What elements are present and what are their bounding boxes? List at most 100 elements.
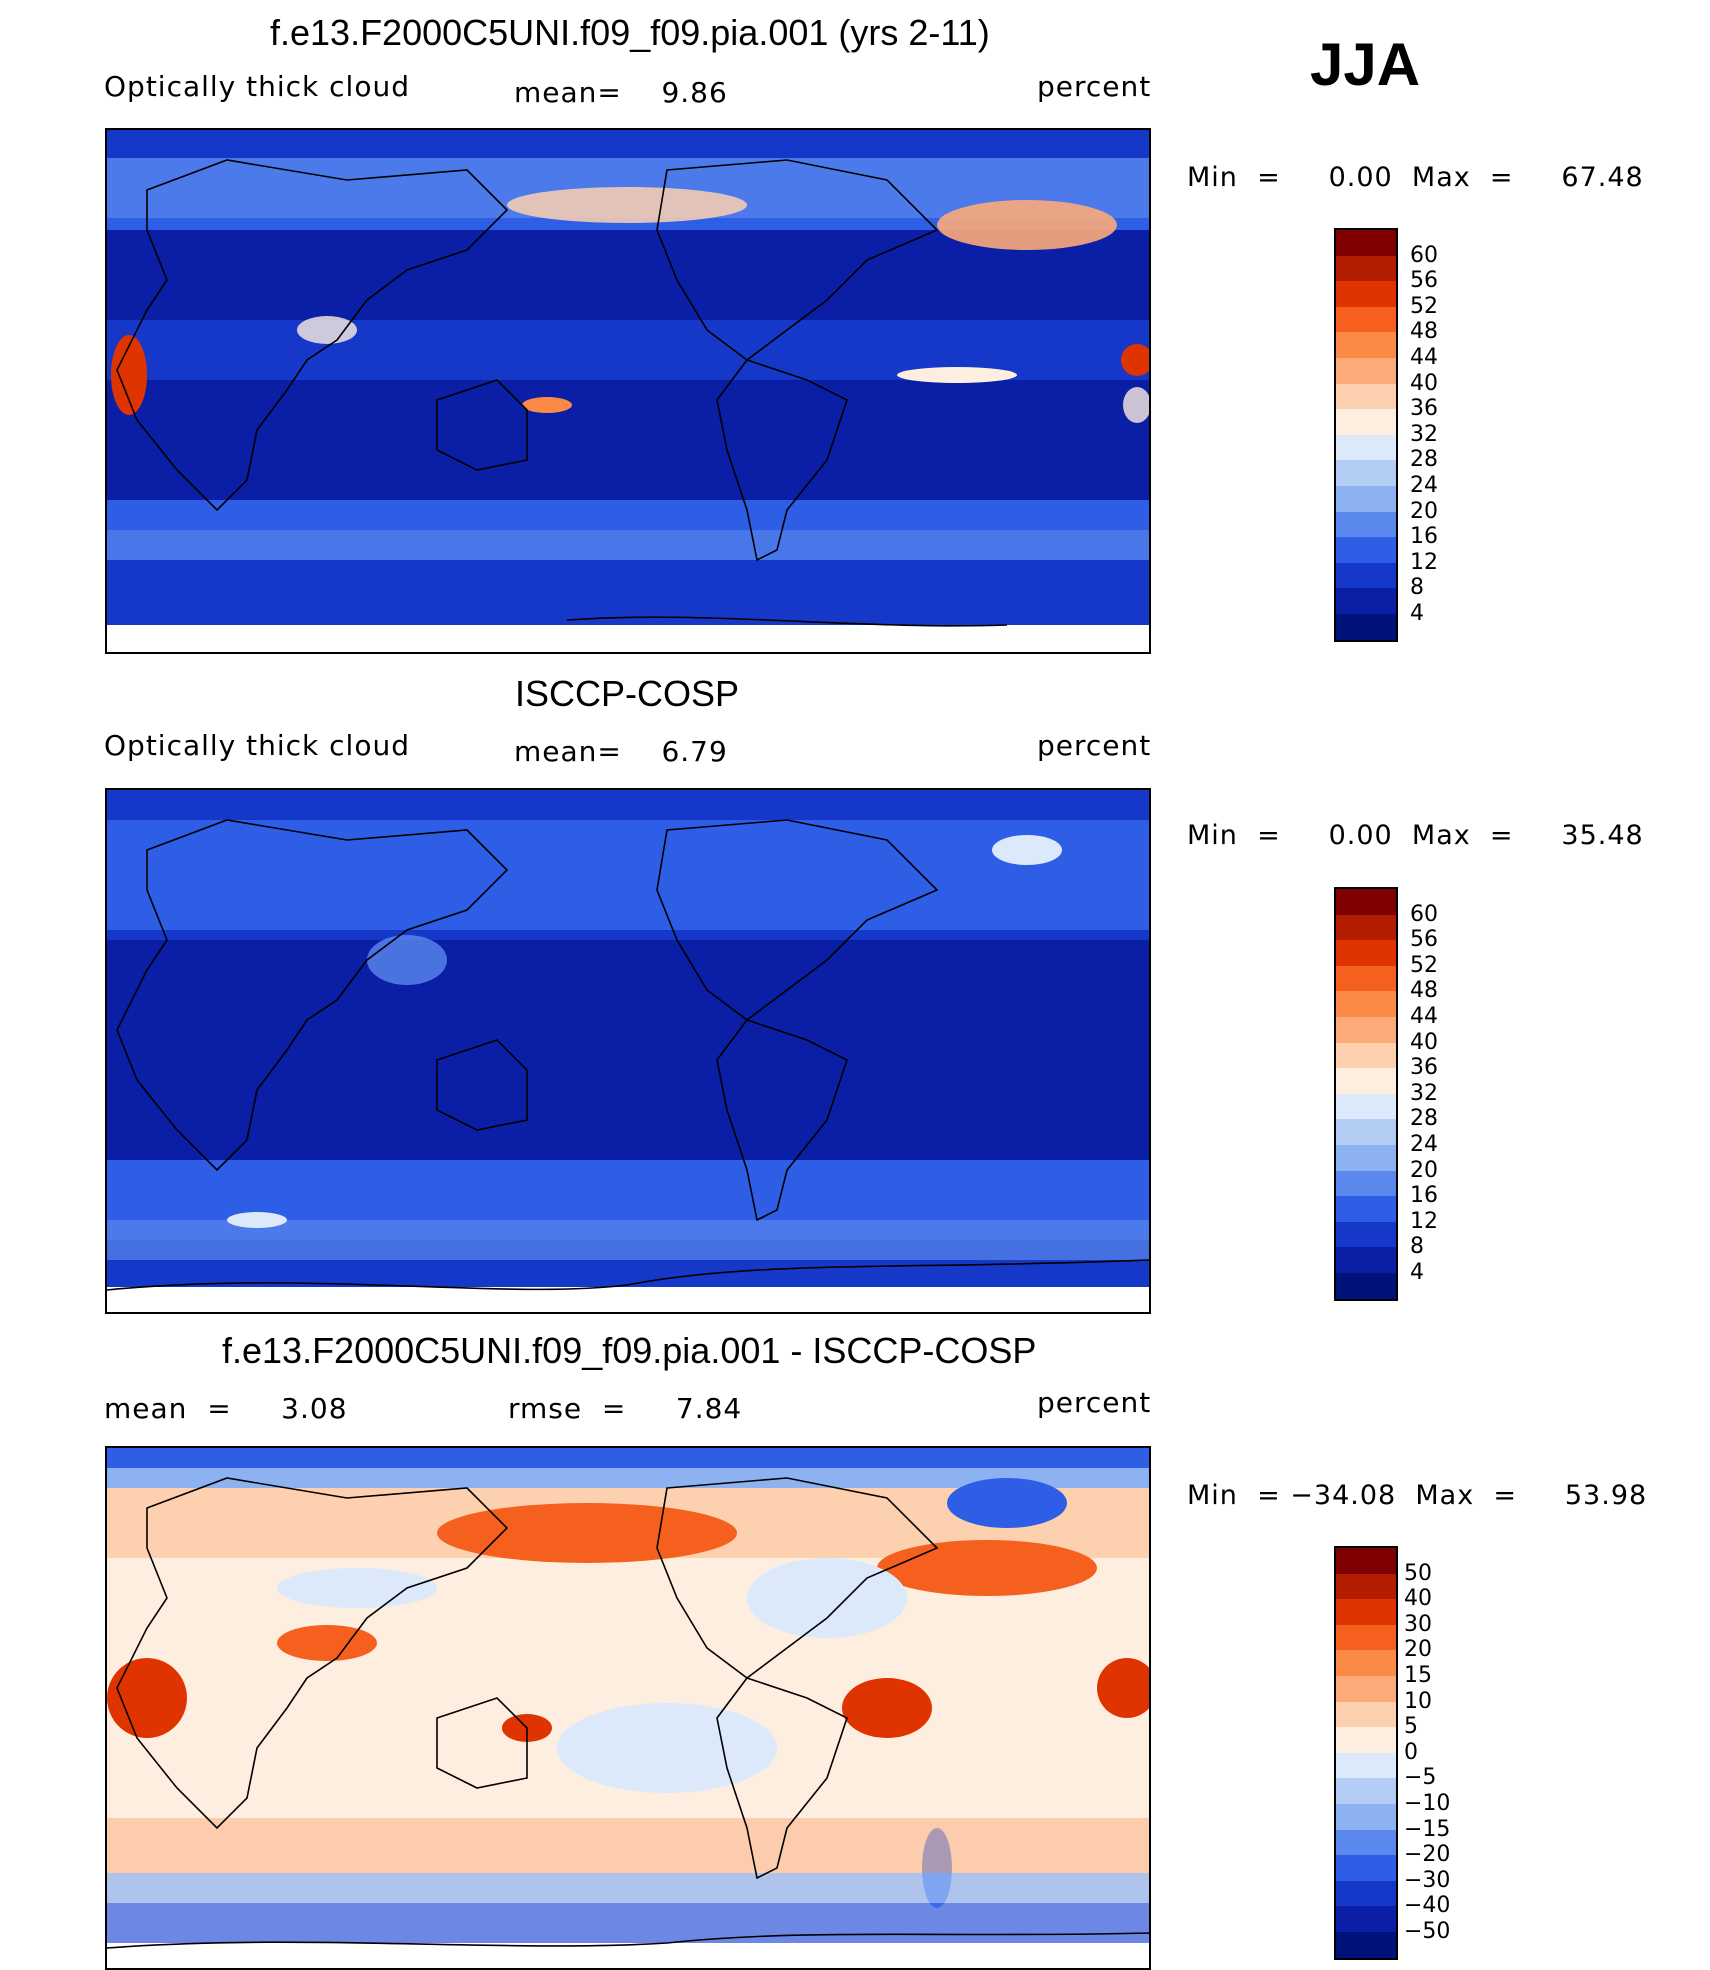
colorbar-tick-label: 50 (1404, 1560, 1432, 1586)
colorbar-tick-label: 48 (1410, 978, 1438, 1004)
colorbar-segment (1336, 613, 1396, 640)
colorbar-segment (1336, 1068, 1396, 1094)
colorbar-segment (1336, 1829, 1396, 1856)
colorbar-tick-label: 52 (1410, 952, 1438, 978)
colorbar-tick-label: 12 (1410, 549, 1438, 575)
panel3-map-svg (107, 1448, 1149, 1968)
panel3-mean: mean = 3.08 (104, 1392, 348, 1425)
colorbar-tick-label: −40 (1404, 1893, 1451, 1919)
colorbar-tick-label: 36 (1410, 1055, 1438, 1081)
colorbar-segment (1336, 1119, 1396, 1145)
colorbar-tick-label: 60 (1410, 901, 1438, 927)
panel2-mean: mean= 6.79 (514, 735, 728, 768)
colorbar-segment (1336, 1701, 1396, 1728)
colorbar-segment (1336, 1624, 1396, 1651)
colorbar-segment (1336, 434, 1396, 461)
colorbar-segment (1336, 1675, 1396, 1702)
colorbar-segment (1336, 537, 1396, 563)
colorbar-tick-label: 44 (1410, 1004, 1438, 1029)
colorbar-tick-label: 40 (1410, 1029, 1438, 1055)
panel1-title: f.e13.F2000C5UNI.f09_f09.pia.001 (yrs 2-… (270, 12, 990, 53)
colorbar-tick-label: 5 (1404, 1714, 1418, 1740)
colorbar-segment (1336, 889, 1396, 915)
colorbar-tick-label: 16 (1410, 1183, 1438, 1209)
colorbar-segment (1336, 357, 1396, 384)
colorbar-segment (1336, 383, 1396, 410)
colorbar-segment (1336, 281, 1396, 307)
colorbar-tick-label: 24 (1410, 473, 1438, 498)
colorbar-segment (1336, 965, 1396, 992)
colorbar-tick-label: 28 (1410, 1106, 1438, 1132)
colorbar-segment (1336, 1650, 1396, 1676)
colorbar-tick-label: 40 (1404, 1586, 1432, 1612)
panel1-units: percent (1037, 70, 1152, 103)
colorbar-segment (1336, 1196, 1396, 1222)
panel2-map-svg (107, 790, 1149, 1312)
colorbar-tick-label: 16 (1410, 524, 1438, 550)
panel3-minmax: Min = −34.08 Max = 53.98 (1187, 1480, 1648, 1511)
panel2-minmax: Min = 0.00 Max = 35.48 (1187, 820, 1644, 851)
colorbar-segment (1336, 1247, 1396, 1273)
panel3-colorbar (1334, 1546, 1398, 1960)
colorbar-tick-label: −30 (1404, 1867, 1451, 1893)
colorbar-segment (1336, 1855, 1396, 1881)
colorbar-tick-label: 48 (1410, 319, 1438, 345)
colorbar-segment (1336, 1727, 1396, 1753)
colorbar-segment (1336, 914, 1396, 941)
colorbar-tick-label: −15 (1404, 1816, 1451, 1842)
colorbar-segment (1336, 1752, 1396, 1779)
colorbar-segment (1336, 1931, 1396, 1958)
colorbar-tick-label: 20 (1404, 1637, 1432, 1663)
panel1-mean: mean= 9.86 (514, 76, 728, 109)
colorbar-tick-label: −20 (1404, 1842, 1451, 1868)
colorbar-tick-label: 52 (1410, 293, 1438, 319)
colorbar-segment (1336, 1221, 1396, 1248)
colorbar-tick-label: 20 (1410, 498, 1438, 524)
panel1-map-svg (107, 130, 1149, 652)
colorbar-segment (1336, 1016, 1396, 1043)
panel2-units: percent (1037, 729, 1152, 762)
season-label: JJA (1310, 31, 1421, 98)
colorbar-segment (1336, 588, 1396, 614)
panel2-map (105, 788, 1151, 1314)
colorbar-tick-label: −50 (1404, 1919, 1451, 1944)
colorbar-segment (1336, 511, 1396, 538)
colorbar-segment (1336, 332, 1396, 358)
colorbar-segment (1336, 1573, 1396, 1600)
panel1-map (105, 128, 1151, 654)
colorbar-tick-label: 4 (1410, 601, 1424, 626)
colorbar-segment (1336, 1272, 1396, 1299)
colorbar-segment (1336, 1093, 1396, 1120)
panel3-rmse: rmse = 7.84 (508, 1392, 743, 1425)
colorbar-segment (1336, 1599, 1396, 1625)
colorbar-segment (1336, 940, 1396, 966)
colorbar-tick-label: 32 (1410, 1080, 1438, 1106)
colorbar-tick-label: 20 (1410, 1157, 1438, 1183)
colorbar-segment (1336, 485, 1396, 512)
colorbar-tick-label: 36 (1410, 396, 1438, 422)
colorbar-segment (1336, 230, 1396, 256)
colorbar-segment (1336, 1548, 1396, 1574)
colorbar-segment (1336, 306, 1396, 333)
colorbar-segment (1336, 1880, 1396, 1907)
colorbar-tick-label: 8 (1410, 1234, 1424, 1260)
panel3-map (105, 1446, 1151, 1970)
panel2-variable: Optically thick cloud (104, 729, 410, 762)
colorbar-tick-label: 56 (1410, 268, 1438, 294)
colorbar-segment (1336, 460, 1396, 486)
panel3-units: percent (1037, 1386, 1152, 1419)
colorbar-segment (1336, 991, 1396, 1017)
colorbar-tick-label: 60 (1410, 242, 1438, 268)
colorbar-segment (1336, 562, 1396, 589)
colorbar-tick-label: 4 (1410, 1260, 1424, 1285)
colorbar-segment (1336, 1906, 1396, 1932)
colorbar-tick-label: 44 (1410, 345, 1438, 370)
colorbar-tick-label: 0 (1404, 1739, 1418, 1765)
panel1-colorbar (1334, 228, 1398, 642)
colorbar-tick-label: 10 (1404, 1688, 1432, 1714)
colorbar-segment (1336, 1170, 1396, 1197)
colorbar-tick-label: 28 (1410, 447, 1438, 473)
colorbar-tick-label: 24 (1410, 1132, 1438, 1157)
panel3-title: f.e13.F2000C5UNI.f09_f09.pia.001 - ISCCP… (222, 1330, 1037, 1371)
colorbar-tick-label: 30 (1404, 1611, 1432, 1637)
